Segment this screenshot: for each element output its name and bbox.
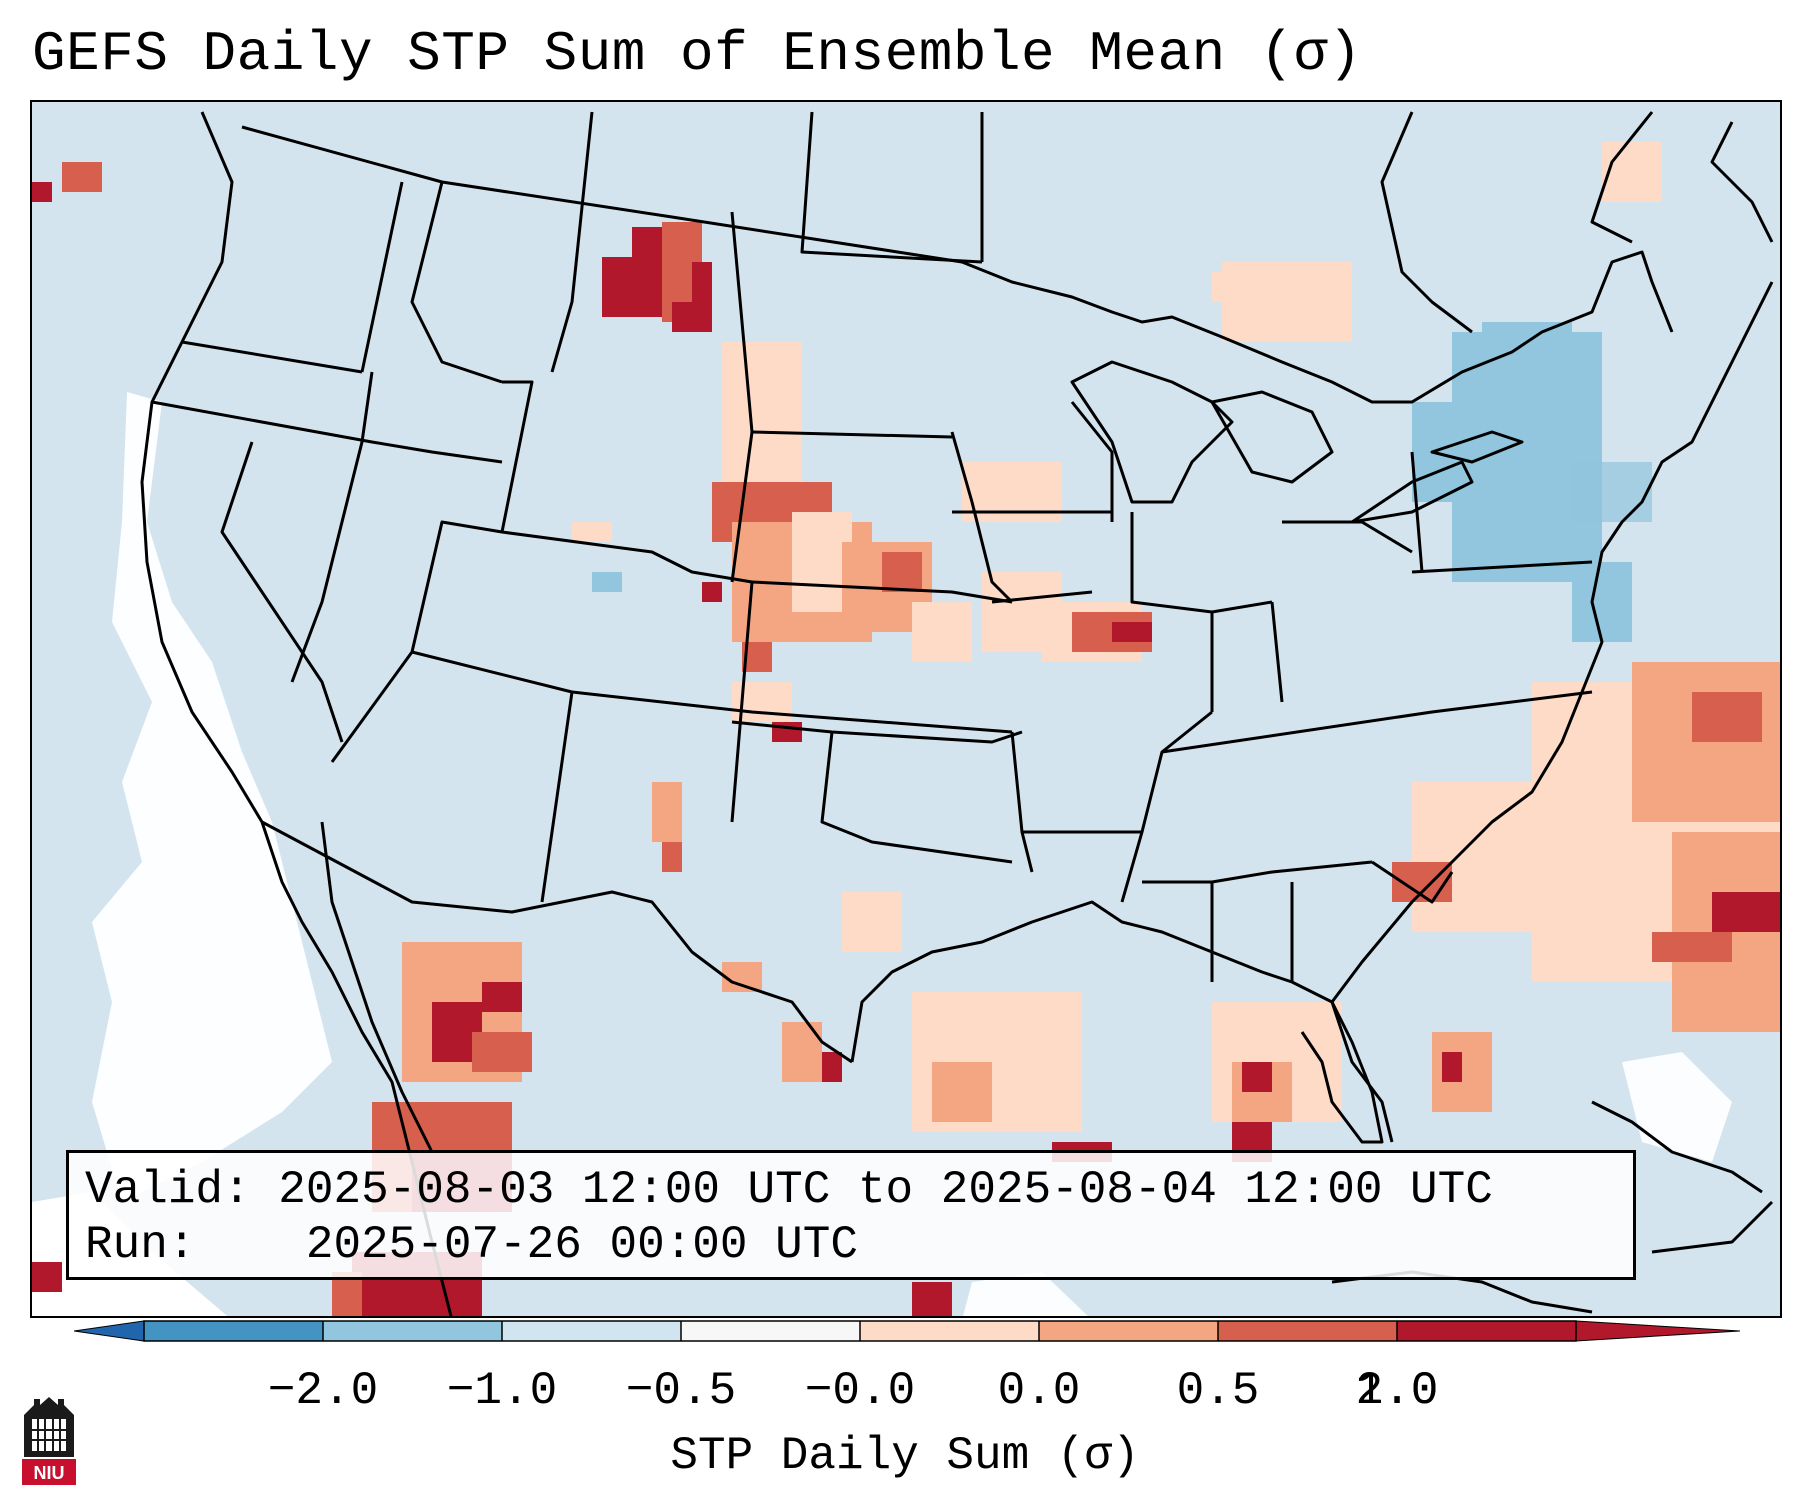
colorbar-tick-label: −2.0 — [267, 1365, 379, 1417]
university-logo-icon: NIU — [22, 1397, 76, 1485]
colorbar-segment — [1397, 1321, 1577, 1341]
valid-value: 2025-08-03 12:00 UTC to 2025-08-04 12:00… — [278, 1164, 1493, 1216]
colorbar-tick-label: 1.0 — [1355, 1365, 1439, 1417]
colorbar-segment — [1039, 1321, 1219, 1341]
chart-title: GEFS Daily STP Sum of Ensemble Mean (σ) — [32, 22, 1363, 86]
valid-run-info-box: Valid: 2025-08-03 12:00 UTC to 2025-08-0… — [66, 1150, 1636, 1280]
tornado-parameter-anomaly-cells — [32, 142, 1780, 1316]
colorbar-underflow-arrow — [74, 1320, 145, 1342]
colorbar-tick-label: 0.0 — [997, 1365, 1081, 1417]
colorbar-segment — [323, 1321, 503, 1341]
colorbar-segment — [502, 1321, 682, 1341]
map-svg — [32, 111, 1780, 1316]
colorbar-tick-label: −0.0 — [804, 1365, 916, 1417]
colorbar-tick-label: −0.5 — [625, 1365, 737, 1417]
colorbar-segment — [860, 1321, 1040, 1341]
colorbar-segment — [1218, 1321, 1398, 1341]
colorbar-label: STP Daily Sum (σ) — [670, 1430, 1140, 1482]
valid-label: Valid: — [85, 1164, 251, 1216]
colorbar-segments — [74, 1320, 1740, 1342]
colorbar-segment — [681, 1321, 861, 1341]
colorbar-tick-label: −1.0 — [446, 1365, 558, 1417]
run-row: Run: 2025-07-26 00:00 UTC — [85, 1218, 1617, 1273]
colorbar-segment — [144, 1321, 324, 1341]
map-panel — [30, 100, 1782, 1318]
political-boundaries — [140, 111, 1774, 1316]
logo-text: NIU — [34, 1463, 65, 1483]
colorbar-tick-label: 0.5 — [1176, 1365, 1260, 1417]
colorbar-tick-label: 2.0 — [1355, 1365, 1439, 1417]
run-value: 2025-07-26 00:00 UTC — [305, 1219, 858, 1271]
colorbar-outline — [143, 1320, 1577, 1342]
run-label: Run: — [85, 1219, 196, 1271]
colorbar — [74, 1320, 1740, 1342]
colorbar-overflow-arrow — [1575, 1320, 1740, 1342]
valid-row: Valid: 2025-08-03 12:00 UTC to 2025-08-0… — [85, 1163, 1617, 1218]
